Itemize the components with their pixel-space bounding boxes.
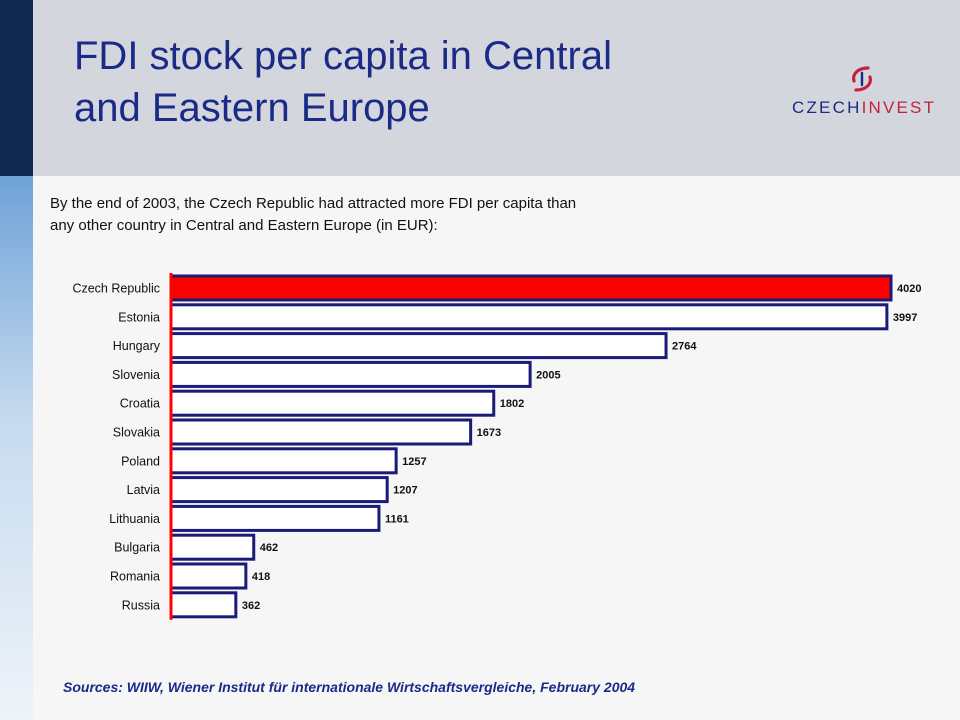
value-label-lithuania: 1161 [385,513,409,525]
category-label-slovenia: Slovenia [112,368,160,382]
slide-title-line-2: and Eastern Europe [74,86,430,130]
value-label-slovenia: 2005 [536,369,560,381]
value-label-bulgaria: 462 [260,542,278,554]
value-label-estonia: 3997 [893,312,917,324]
value-label-slovakia: 1673 [477,427,501,439]
value-label-romania: 418 [252,571,270,583]
logo-text-main: CZECH [792,98,862,117]
category-label-slovakia: Slovakia [113,426,160,440]
slide-title-line-1: FDI stock per capita in Central [74,34,612,78]
category-label-romania: Romania [110,570,160,584]
bar-latvia [169,476,389,504]
slide-title: FDI stock per capita in Central and East… [74,30,714,134]
value-label-czech-republic: 4020 [897,283,921,295]
intro-line-2: any other country in Central and Eastern… [50,217,438,234]
bar-croatia [169,389,496,417]
header-band [0,0,960,176]
bar-slovenia [169,360,532,388]
value-label-poland: 1257 [402,456,426,468]
fdi-bar-chart: Czech Republic 4020 Estonia 3997 Hungary 2764… [72,273,921,620]
sources-note: Sources: WIIW, Wiener Institut für inter… [63,679,636,695]
value-label-croatia: 1802 [500,398,524,410]
intro-line-1: By the end of 2003, the Czech Republic h… [50,195,577,212]
bar-czech-republic [169,274,893,302]
bar-russia [169,591,238,619]
category-label-croatia: Croatia [120,397,160,411]
value-label-russia: 362 [242,600,260,612]
category-label-bulgaria: Bulgaria [114,541,160,555]
bar-romania [169,562,248,590]
czechinvest-logo: CZECHINVEST [790,64,940,124]
value-label-latvia: 1207 [393,485,417,497]
left-accent-bar-dark [0,0,33,176]
category-label-estonia: Estonia [118,310,160,324]
category-label-hungary: Hungary [113,339,161,353]
logo-text-accent: INVEST [861,98,937,117]
bar-estonia [169,303,889,331]
intro-text: By the end of 2003, the Czech Republic h… [50,193,730,237]
bar-slovakia [169,418,473,446]
category-label-latvia: Latvia [127,483,160,497]
czechinvest-logo-text: CZECHINVEST [792,98,936,118]
left-accent-bar-light [0,176,33,720]
value-label-hungary: 2764 [672,341,697,353]
category-label-poland: Poland [121,454,160,468]
bar-lithuania [169,504,381,532]
category-label-czech-republic: Czech Republic [72,282,160,296]
category-label-lithuania: Lithuania [109,512,160,526]
bar-poland [169,447,398,475]
bar-hungary [169,332,668,360]
bar-bulgaria [169,533,256,561]
czechinvest-logo-mark-icon [852,66,872,92]
category-label-russia: Russia [122,598,160,612]
